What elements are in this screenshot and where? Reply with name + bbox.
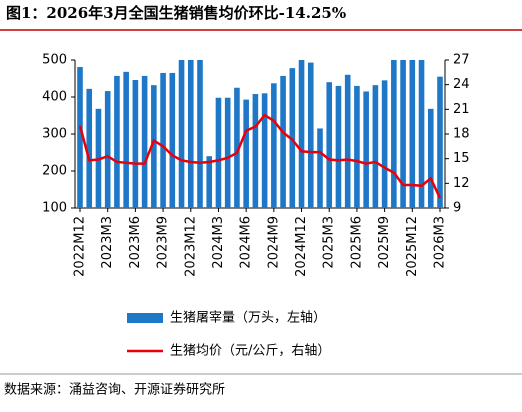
y2-tick-label: 27 — [453, 53, 470, 68]
y-tick-label: 200 — [42, 164, 67, 179]
y-tick-label: 300 — [42, 127, 67, 142]
x-tick-label: 2023M12 — [183, 216, 198, 277]
bar — [77, 67, 83, 208]
bar — [132, 79, 139, 208]
bar — [169, 72, 176, 208]
x-tick-label: 2023M3 — [100, 216, 115, 269]
y-tick-label: 400 — [42, 90, 67, 105]
bar — [261, 93, 268, 208]
y2-tick-label: 12 — [453, 176, 470, 191]
bar — [326, 82, 333, 208]
y-tick-label: 100 — [42, 201, 67, 216]
bar — [151, 85, 157, 208]
bar — [363, 91, 369, 208]
bar — [437, 76, 443, 209]
legend-label: 生猪均价（元/公斤，右轴） — [170, 344, 330, 359]
bar — [381, 80, 388, 208]
x-tick-label: 2022M12 — [73, 216, 88, 277]
bar — [418, 60, 425, 208]
bar — [409, 60, 416, 208]
x-tick-label: 2024M3 — [211, 216, 226, 269]
bar — [427, 108, 434, 208]
legend-label: 生猪屠宰量（万头，左轴） — [170, 310, 326, 326]
bar — [215, 97, 222, 208]
bar — [391, 60, 397, 208]
y2-tick-label: 24 — [453, 77, 470, 92]
x-tick-label: 2023M6 — [128, 216, 143, 269]
x-tick-label: 2024M9 — [266, 216, 281, 269]
bar — [344, 74, 351, 208]
x-tick-label: 2024M6 — [239, 216, 254, 269]
bar — [86, 88, 93, 208]
bar — [206, 156, 213, 208]
bar — [141, 75, 148, 208]
line — [78, 113, 442, 199]
bar — [197, 60, 203, 208]
bar — [187, 60, 194, 208]
chart-title: 图1：2026年3月全国生猪销售均价环比-14.25% — [6, 4, 346, 22]
bar — [317, 128, 323, 208]
bar — [289, 68, 296, 208]
bar — [104, 91, 111, 208]
x-tick-label: 2025M12 — [405, 216, 420, 277]
bar — [160, 72, 166, 208]
bar — [123, 71, 129, 208]
y2-tick-label: 15 — [453, 151, 470, 166]
x-tick-label: 2025M6 — [349, 216, 364, 269]
x-tick-label: 2025M9 — [377, 216, 392, 269]
bar — [252, 94, 259, 208]
legend-swatch — [127, 313, 163, 323]
source: 数据来源：涌益咨询、开源证券研究所 — [4, 382, 225, 398]
y2-tick-label: 9 — [453, 201, 461, 216]
bar — [280, 75, 286, 208]
x-tick-label: 2025M3 — [322, 216, 337, 269]
x-tick-label: 2023M9 — [156, 216, 171, 269]
bar — [354, 85, 360, 208]
bar — [335, 85, 342, 208]
x-tick-label: 2024M12 — [294, 216, 309, 277]
bar — [400, 60, 406, 208]
y-tick-label: 500 — [42, 53, 67, 68]
bar — [178, 60, 185, 208]
y2-tick-label: 18 — [453, 127, 470, 142]
bar — [224, 97, 231, 208]
bar — [372, 85, 379, 208]
bar — [298, 60, 305, 208]
x-tick-label: 2026M3 — [433, 216, 448, 269]
bar — [234, 87, 240, 208]
bar — [307, 62, 314, 209]
y2-tick-label: 21 — [453, 102, 470, 117]
bar — [271, 83, 277, 208]
bar — [114, 75, 120, 208]
bar — [243, 99, 249, 208]
